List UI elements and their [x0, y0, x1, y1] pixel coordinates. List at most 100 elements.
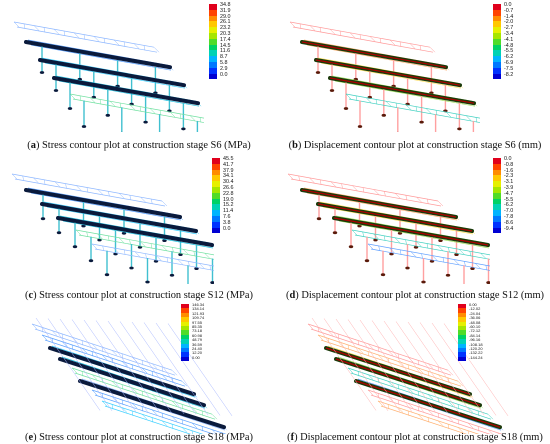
legend-color-swatch [458, 334, 466, 340]
truss-web [417, 414, 424, 420]
truss-web [469, 251, 472, 257]
truss-web [437, 366, 440, 372]
stress-contour-model-s18 [31, 317, 233, 434]
truss-web [101, 400, 108, 407]
truss-web [347, 367, 354, 374]
truss-web [182, 249, 189, 255]
truss-web [188, 261, 190, 267]
legend-value: 11.4 [223, 208, 234, 215]
legend-entry: 12.20 [181, 350, 251, 357]
truss-web [111, 404, 114, 410]
truss-web [65, 183, 67, 189]
caption-a: (a) Stress contour plot at construction … [27, 140, 251, 151]
truss-web [143, 45, 146, 51]
legend-color-swatch [212, 186, 220, 193]
legend-entry: 8.7 [209, 54, 279, 62]
legend-color-swatch [493, 204, 501, 211]
truss-web [61, 333, 64, 339]
truss-chord [44, 339, 186, 387]
truss-web [91, 374, 98, 380]
truss-web [474, 263, 481, 269]
legend-entry: -24.04 [458, 311, 528, 318]
truss-web [201, 410, 204, 416]
legend-value: 3.8 [223, 219, 231, 226]
legend-value: -4.7 [504, 190, 514, 197]
truss-web [367, 343, 374, 349]
truss-web [63, 30, 66, 37]
truss-web [417, 367, 424, 374]
truss-web [309, 25, 316, 31]
legend-color-swatch [493, 181, 501, 187]
girder-highlight [317, 203, 473, 232]
legend-entry: 73.18 [181, 328, 251, 335]
truss-web [385, 101, 392, 107]
truss-web [211, 414, 218, 420]
legend-color-swatch [493, 210, 501, 216]
truss-chord [380, 405, 467, 434]
legend-entry: 85.35 [181, 324, 251, 331]
truss-chord [290, 178, 442, 207]
legend-color-swatch [493, 169, 501, 176]
legend-entry: -5.5 [493, 48, 550, 57]
legend-value: -9.4 [504, 225, 514, 232]
column-base [316, 217, 322, 221]
legend-value: 0.0 [220, 71, 228, 78]
truss-web [81, 348, 88, 354]
truss-web [69, 93, 76, 100]
legend-entry: 97.55 [181, 320, 251, 326]
truss-web [179, 113, 182, 119]
column-base [53, 89, 59, 92]
truss-web [93, 36, 100, 42]
legend-color-swatch [458, 352, 466, 357]
truss-web [140, 196, 146, 203]
legend-entry: -1.6 [493, 168, 550, 176]
panel-e: 146.34 134.14 121.93 109.74 97.55 85.35 73.18 6… [4, 296, 274, 444]
truss-web [191, 407, 198, 413]
legend-entry: 5.8 [209, 60, 279, 68]
truss-web [379, 38, 382, 44]
truss-web [387, 381, 394, 387]
roof-grid-line [143, 322, 209, 416]
color-legend-stress-s6: 34.8 31.9 29.0 26.1 23.2 20.3 17.4 14.5 11.6 8.7 5… [209, 2, 279, 80]
truss-web [317, 334, 324, 341]
truss-chord [306, 192, 458, 221]
legend-color-swatch [458, 330, 466, 335]
truss-web [171, 416, 178, 422]
truss-web [407, 403, 414, 409]
legend-color-swatch [181, 356, 189, 362]
truss-web [457, 419, 460, 425]
truss-web [405, 195, 408, 201]
truss-web [181, 427, 188, 433]
legend-entry: -3.4 [493, 31, 550, 39]
legend-value: 26.1 [220, 19, 231, 26]
truss-web [201, 426, 204, 432]
legend-color-swatch [181, 304, 189, 309]
truss-web [427, 199, 429, 205]
truss-web [345, 93, 352, 100]
truss-chord [334, 80, 476, 107]
stress-contour-model-s12 [11, 173, 214, 284]
truss-web [221, 432, 223, 434]
truss-web [139, 106, 142, 112]
legend-entry: 0.00 [458, 302, 528, 309]
truss-chord [370, 394, 491, 434]
displacement-contour-model-s18 [307, 317, 509, 434]
truss-web [211, 429, 217, 434]
legend-color-swatch [493, 44, 501, 51]
truss-web [427, 417, 430, 423]
column-base [67, 107, 73, 110]
truss-web [113, 39, 120, 46]
displacement-contour-model-s12 [287, 173, 490, 284]
legend-color-swatch [493, 4, 501, 10]
truss-web [140, 241, 146, 247]
legend-value: 73.18 [192, 328, 203, 334]
column-base [329, 89, 335, 92]
legend-value: -36.06 [469, 315, 481, 321]
legend-color-swatch [181, 330, 189, 335]
truss-web [467, 430, 469, 434]
truss-web [129, 104, 136, 110]
legend-value: 36.59 [192, 341, 203, 347]
truss-web [357, 371, 360, 377]
legend-color-swatch [209, 50, 217, 57]
column-base [137, 245, 143, 249]
